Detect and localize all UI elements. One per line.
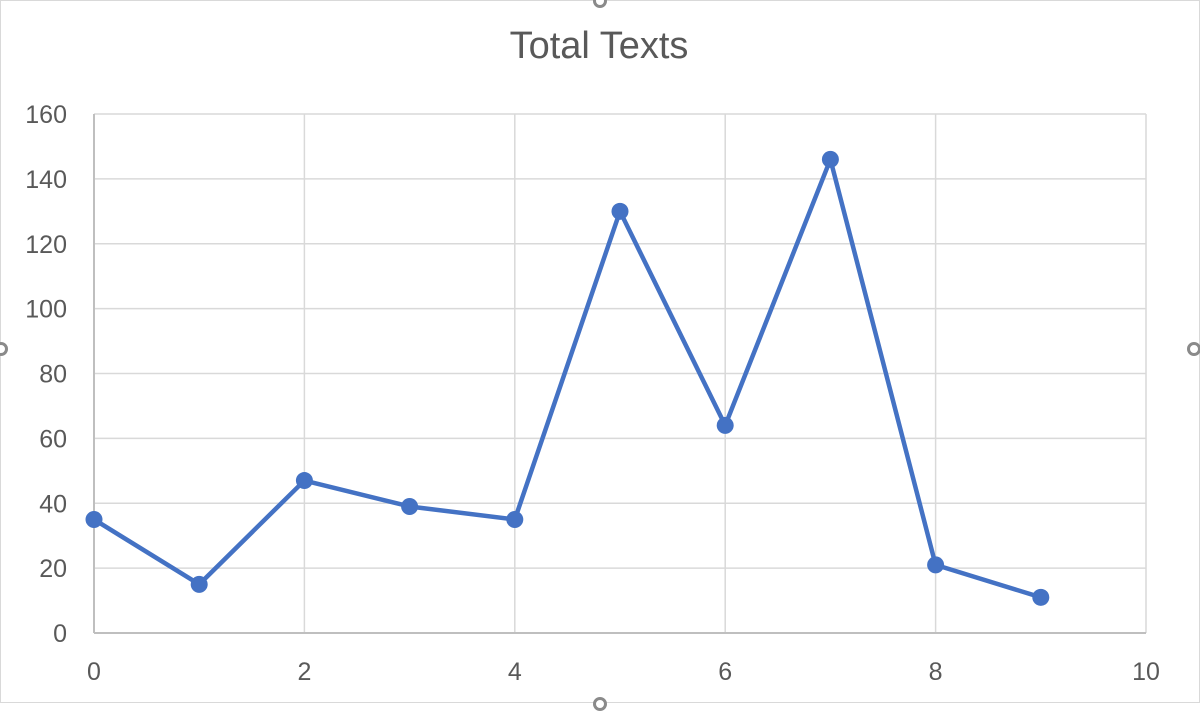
y-tick-label: 100 (25, 296, 67, 324)
resize-handle-right[interactable] (1187, 342, 1200, 356)
x-tick-label: 0 (87, 658, 101, 686)
resize-handle-left[interactable] (0, 342, 8, 356)
resize-handle-top[interactable] (593, 0, 607, 8)
data-point[interactable] (401, 497, 419, 515)
series (85, 150, 1050, 606)
y-tick-label: 80 (39, 361, 67, 389)
data-point[interactable] (85, 510, 103, 528)
data-point[interactable] (190, 575, 208, 593)
data-point[interactable] (821, 150, 839, 168)
resize-handle-bottom[interactable] (593, 697, 607, 711)
x-tick-label: 10 (1132, 658, 1160, 686)
y-tick-label: 120 (25, 231, 67, 259)
axes (93, 114, 1146, 634)
tick-labels: 0 20 40 60 80 100 120 140 160 0 2 4 6 8 10 (25, 101, 1160, 686)
y-tick-label: 160 (25, 101, 67, 129)
gridlines (94, 113, 1147, 633)
chart-title: Total Texts (510, 25, 689, 67)
x-tick-label: 8 (929, 658, 943, 686)
x-tick-label: 6 (718, 658, 732, 686)
y-tick-label: 0 (53, 620, 67, 648)
y-tick-label: 60 (39, 425, 67, 453)
data-point[interactable] (927, 556, 945, 574)
data-point[interactable] (716, 416, 734, 434)
y-tick-label: 20 (39, 555, 67, 583)
y-tick-label: 40 (39, 490, 67, 518)
data-point[interactable] (506, 510, 524, 528)
x-tick-label: 4 (508, 658, 522, 686)
data-point[interactable] (1032, 588, 1050, 606)
data-point[interactable] (611, 202, 629, 220)
data-point[interactable] (295, 472, 313, 490)
x-tick-label: 2 (297, 658, 311, 686)
y-tick-label: 140 (25, 166, 67, 194)
series-line (91, 157, 1044, 600)
